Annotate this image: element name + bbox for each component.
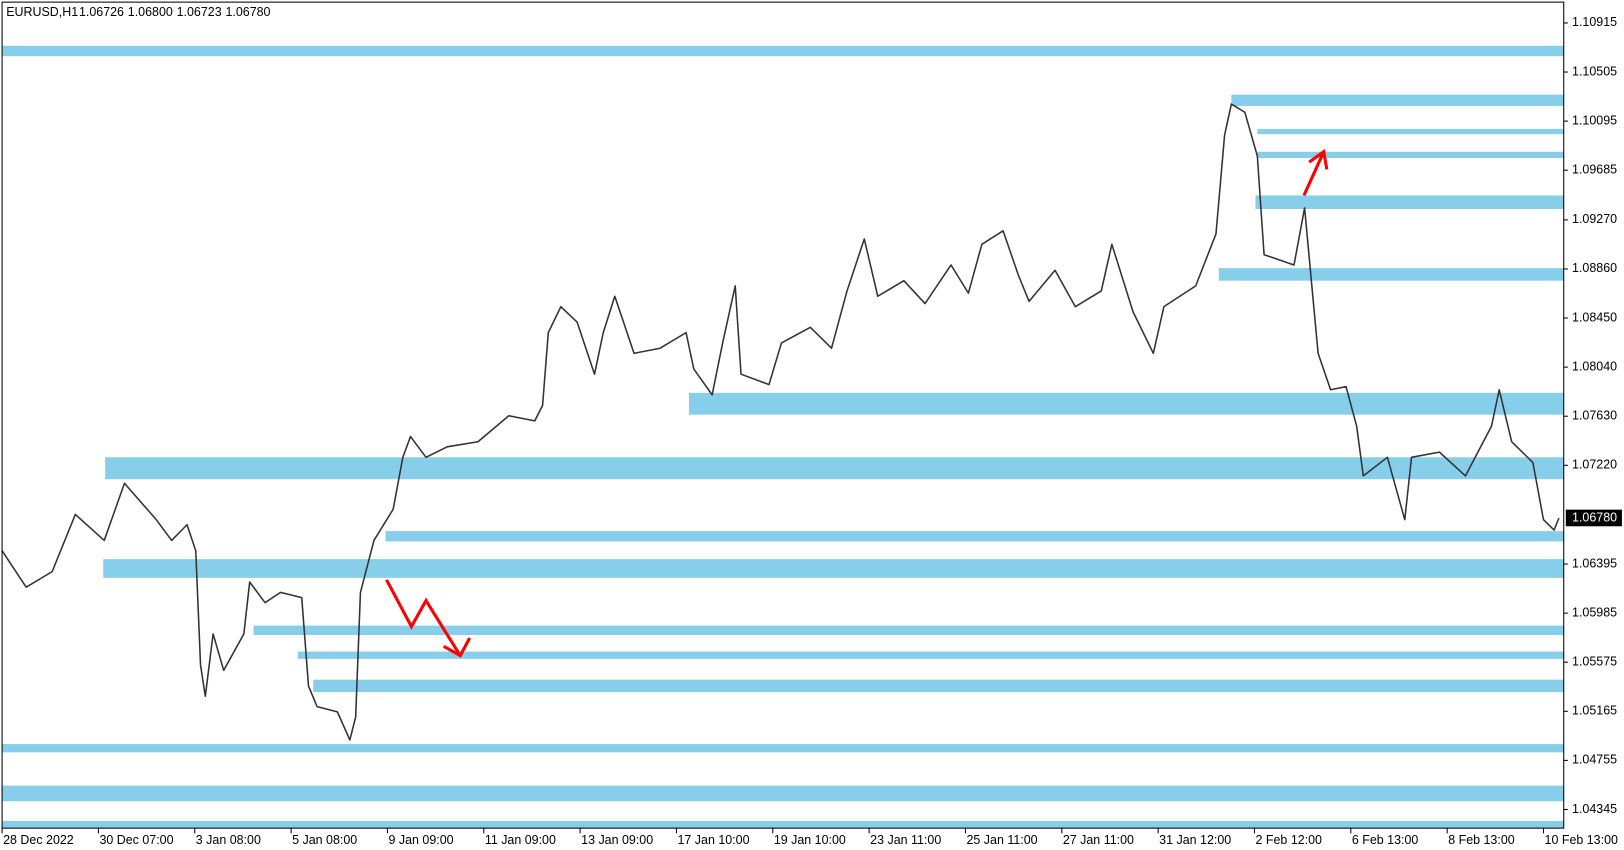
ohlc-header: 1.06726 1.06800 1.06723 1.06780: [79, 5, 271, 19]
y-tick-label: 1.10915: [1572, 15, 1617, 29]
ohlc-value: 1.06800: [128, 5, 173, 19]
y-tick-label: 1.06395: [1572, 556, 1617, 570]
zone: [1257, 128, 1564, 135]
current-price-box: [1565, 509, 1622, 527]
zone: [105, 457, 1564, 480]
x-tick-label: 8 Feb 13:00: [1448, 833, 1515, 847]
zone: [2, 785, 1564, 802]
x-tick-label: 13 Jan 09:00: [581, 833, 653, 847]
x-tick-label: 23 Jan 11:00: [870, 833, 941, 847]
current-price-label: 1.06780: [1572, 510, 1617, 524]
symbol-title: EURUSD,H1: [6, 5, 78, 19]
x-tick-label: 25 Jan 11:00: [967, 833, 1038, 847]
up-arrow: [1302, 151, 1326, 197]
x-tick-label: 5 Jan 08:00: [292, 833, 357, 847]
y-tick-label: 1.08040: [1572, 359, 1617, 373]
zone: [313, 679, 1564, 693]
down-arrow: [385, 579, 462, 657]
zone: [385, 531, 1564, 542]
y-tick-label: 1.08860: [1572, 261, 1617, 275]
zone: [2, 820, 1564, 829]
x-tick-label: 9 Jan 09:00: [388, 833, 453, 847]
x-tick-label: 30 Dec 07:00: [99, 833, 173, 847]
y-tick-label: 1.10505: [1572, 64, 1617, 78]
zone: [253, 625, 1564, 636]
x-tick-label: 11 Jan 09:00: [485, 833, 556, 847]
y-tick-label: 1.09685: [1572, 162, 1617, 176]
price-layer: [1, 103, 1560, 741]
x-tick-label: 2 Feb 12:00: [1256, 833, 1323, 847]
y-tick-label: 1.05575: [1572, 655, 1617, 669]
x-tick-label: 6 Feb 13:00: [1352, 833, 1419, 847]
y-tick-label: 1.09270: [1572, 212, 1617, 226]
y-tick-label: 1.07220: [1572, 458, 1617, 472]
y-tick-label: 1.04755: [1572, 753, 1617, 767]
arrow-head: [442, 637, 472, 658]
ohlc-value: 1.06780: [225, 5, 270, 19]
y-tick-label: 1.05165: [1572, 704, 1617, 718]
x-tick-label: 19 Jan 10:00: [774, 833, 846, 847]
plot-frame: [1, 1, 1565, 829]
x-tick-label: 27 Jan 11:00: [1063, 833, 1134, 847]
ohlc-value: 1.06723: [177, 5, 222, 19]
zone: [1257, 151, 1564, 158]
zone: [688, 392, 1564, 415]
x-tick-label: 17 Jan 10:00: [677, 833, 749, 847]
y-tick-label: 1.04345: [1572, 802, 1617, 816]
price-line: [1, 103, 1560, 741]
zone: [2, 45, 1564, 57]
zone: [1231, 94, 1564, 107]
zones: [2, 45, 1564, 829]
x-tick-label: 28 Dec 2022: [3, 833, 74, 847]
zone: [297, 651, 1564, 659]
zone: [2, 744, 1564, 753]
zone: [1255, 195, 1564, 209]
axes: 1.10915 1.10505 1.10095 1.09685 1.09270 1.088…: [1, 15, 1622, 847]
zone: [103, 559, 1564, 578]
y-tick-label: 1.08450: [1572, 310, 1617, 324]
y-tick-label: 1.07630: [1572, 409, 1617, 423]
y-tick-label: 1.05985: [1572, 605, 1617, 619]
annotations: [385, 149, 1329, 658]
x-tick-label: 3 Jan 08:00: [196, 833, 261, 847]
arrow-head: [1308, 149, 1329, 170]
y-tick-label: 1.10095: [1572, 113, 1617, 127]
ohlc-value: 1.06726: [79, 5, 124, 19]
x-tick-label: 31 Jan 12:00: [1159, 833, 1231, 847]
x-tick-label: 10 Feb 13:00: [1545, 833, 1618, 847]
zone: [1218, 268, 1564, 281]
